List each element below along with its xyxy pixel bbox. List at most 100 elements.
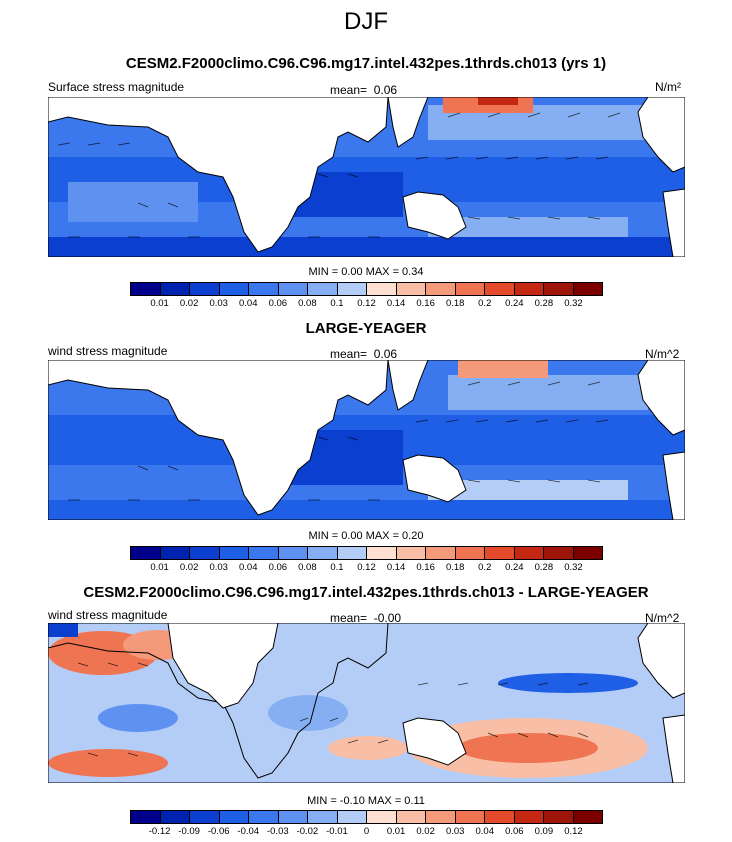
map-2-svg [48,360,685,520]
panel-3-title: CESM2.F2000climo.C96.C96.mg17.intel.432p… [83,584,649,601]
colorbar-tick-label: 0.02 [179,562,199,573]
colorbar-swatch [278,547,308,559]
colorbar-tick-label: 0.08 [298,298,317,309]
colorbar-tick-label: 0.32 [564,562,583,573]
colorbar-tick-label: 0.12 [357,298,376,309]
colorbar-swatch [131,811,161,823]
colorbar-swatch [426,283,456,295]
colorbar-tick-label: 0.03 [209,562,228,573]
colorbar-swatch [308,547,338,559]
colorbar-swatch [573,547,602,559]
colorbar-tick-label: 0.01 [150,298,169,309]
colorbar-tick-label: 0.06 [505,826,524,837]
panel-2-mean: mean= 0.06 [330,347,397,361]
colorbar-swatch [426,547,456,559]
mean-label: mean= [330,347,368,361]
colorbar-tick-label: 0.16 [416,562,435,573]
colorbar-tick-label: -0.06 [207,826,230,837]
colorbar-swatch [190,811,220,823]
map-1-vectors [57,112,621,238]
colorbar-swatch [514,547,544,559]
colorbar-swatch [485,547,515,559]
colorbar-swatch [426,811,456,823]
colorbar-swatch [160,811,190,823]
colorbar-swatch [249,811,279,823]
colorbar-tick-label: 0.04 [475,826,495,837]
panel-1-colorbar-ticks: 0.01 0.02 0.03 0.04 0.06 0.08 0.1 0.12 0.14 0.16 0… [130,298,603,310]
colorbar-swatch [367,811,397,823]
mean-label: mean= [330,611,368,625]
map-3-vectors [77,662,589,757]
panel-2-variable-label: wind stress magnitude [48,344,168,358]
panel-1-units: N/m² [655,80,681,94]
colorbar-swatch [455,283,485,295]
colorbar-swatch [455,547,485,559]
colorbar-swatch [367,283,397,295]
map-1-land [48,97,685,257]
colorbar-swatch [249,283,279,295]
colorbar-swatch [544,547,574,559]
colorbar-tick-label: -0.09 [178,826,200,837]
map-1-svg [48,97,685,257]
colorbar-swatch [396,547,426,559]
colorbar-swatch [514,283,544,295]
colorbar-swatch [514,811,544,823]
colorbar-swatch [219,547,249,559]
colorbar-tick-label: 0.32 [564,298,583,309]
colorbar-swatch [131,547,161,559]
mean-value: -0.00 [373,611,402,625]
colorbar-swatch [308,811,338,823]
colorbar-tick-label: 0.18 [445,562,465,573]
panel-3-minmax: MIN = -0.10 MAX = 0.11 [307,795,425,807]
panel-3-colorbar [130,810,603,824]
colorbar-swatch [278,283,308,295]
colorbar-tick-label: 0.12 [564,826,583,837]
colorbar-swatch [131,283,161,295]
panel-1-mean: mean= 0.06 [330,83,397,97]
panel-1-variable-label: Surface stress magnitude [48,80,185,94]
colorbar-swatch [190,547,220,559]
colorbar-tick-label: 0.28 [534,298,554,309]
colorbar-tick-label: 0.2 [478,298,492,309]
map-1-fields [48,97,685,257]
colorbar-tick-label: 0.09 [534,826,554,837]
colorbar-tick-label: 0.02 [179,298,199,309]
map-2-vectors [68,381,609,501]
colorbar-tick-label: 0.18 [445,298,465,309]
colorbar-tick-label: 0.1 [330,298,344,309]
colorbar-swatch [396,811,426,823]
colorbar-tick-label: -0.01 [326,826,348,837]
mean-value: 0.06 [373,347,398,361]
colorbar-tick-label: 0.06 [268,298,288,309]
colorbar-tick-label: -0.04 [237,826,260,837]
panel-3-units: N/m^2 [645,611,680,625]
colorbar-swatch [219,811,249,823]
colorbar-tick-label: 0.24 [505,298,524,309]
colorbar-swatch [190,283,220,295]
colorbar-tick-label: 0.03 [209,298,228,309]
colorbar-tick-label: 0.01 [150,562,169,573]
colorbar-tick-label: 0.04 [239,562,258,573]
colorbar-tick-label: 0.02 [416,826,435,837]
colorbar-tick-label: -0.03 [266,826,289,837]
colorbar-tick-label: 0.14 [386,298,406,309]
colorbar-swatch [396,283,426,295]
colorbar-tick-label: 0 [363,826,370,837]
colorbar-swatch [367,547,397,559]
colorbar-tick-label: 0.24 [505,562,524,573]
colorbar-swatch [337,811,367,823]
colorbar-tick-label: -0.12 [148,826,171,837]
panel-3-mean: mean= -0.00 [330,611,401,625]
panel-3-colorbar-ticks: -0.12 -0.09 -0.06 -0.04 -0.03 -0.02 -0.01 0 0.01… [130,826,603,838]
map-2-fields [48,360,685,520]
panel-2-minmax: MIN = 0.00 MAX = 0.20 [308,530,424,542]
colorbar-tick-label: 0.16 [416,298,435,309]
colorbar-swatch [160,283,190,295]
map-3-land [48,623,685,783]
colorbar-tick-label: -0.02 [296,826,319,837]
colorbar-swatch [219,283,249,295]
colorbar-swatch [160,547,190,559]
colorbar-swatch [455,811,485,823]
map-3-svg [48,623,685,783]
colorbar-tick-label: 0.12 [357,562,376,573]
